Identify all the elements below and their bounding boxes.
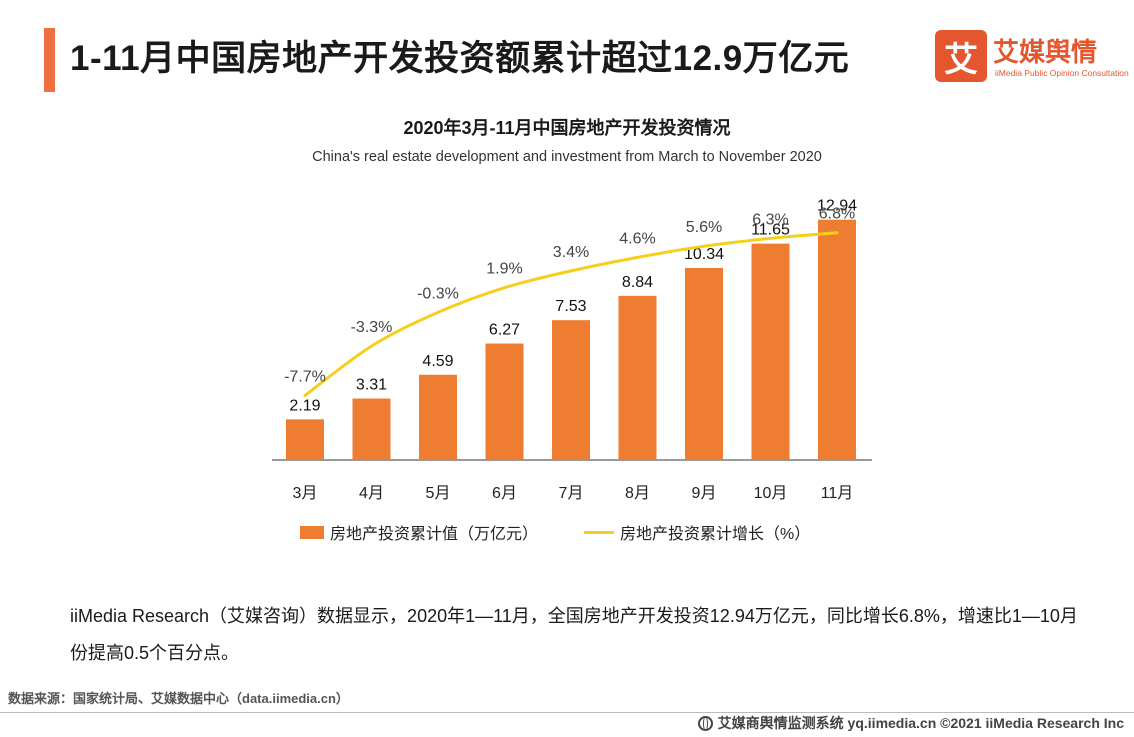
growth-point-4: [503, 286, 506, 290]
x-tick-label: 9月: [692, 485, 717, 502]
description-text: iiMedia Research（艾媒咨询）数据显示，2020年1—11月，全国…: [70, 606, 1078, 663]
bar-4: [485, 343, 524, 460]
bar-value-label: 12.94: [817, 198, 857, 215]
bar-value-label: 2.19: [289, 397, 320, 414]
logo-mark-icon: 艾: [935, 30, 987, 82]
x-tick-label: 8月: [625, 485, 650, 502]
legend-bar-swatch: [300, 525, 324, 539]
growth-point-2: [370, 344, 373, 348]
growth-point-3: [436, 310, 440, 314]
legend-line-swatch: [584, 530, 615, 534]
growth-value-label: -0.3%: [417, 285, 459, 302]
bar-2: [352, 398, 391, 460]
growth-point-7: [702, 244, 706, 248]
legend-item-bar: 房地产投资累计值（万亿元）: [300, 520, 538, 544]
legend-item-line: 房地产投资累计增长（%）: [584, 520, 810, 544]
legend-bar-label: 房地产投资累计值（万亿元）: [330, 526, 539, 543]
bar-6: [618, 295, 657, 460]
footer: 艾媒商舆情监测系统 yq.iimedia.cn ©2021 iiMedia Re…: [697, 713, 1124, 733]
page-title: 1-11月中国房地产开发投资额累计超过12.9万亿元: [70, 39, 850, 78]
x-tick-label: 3月: [293, 485, 318, 502]
bar-5: [552, 320, 590, 460]
growth-point-5: [569, 269, 573, 273]
logo-subtitle: iiMedia Public Opinion Consultation: [995, 68, 1129, 78]
footer-divider: [0, 712, 1134, 713]
growth-value-label: 6.8%: [819, 206, 855, 223]
investment-chart: 2.19 3月 3.31 4月 4.59 5月 6.27 6月 7.53 7月 8.84 8月 10.3…: [272, 198, 872, 502]
bar-1: [286, 419, 324, 460]
iimedia-logo: 艾 艾媒舆情 iiMedia Public Opinion Consultati…: [935, 28, 1129, 88]
growth-point-1: [303, 393, 307, 397]
growth-point-8: [769, 236, 772, 240]
growth-point-9: [835, 231, 839, 235]
bar-9: [818, 219, 856, 460]
bar-8: [751, 243, 790, 460]
growth-value-label: 3.4%: [553, 244, 589, 261]
bar-value-label: 7.53: [555, 298, 586, 315]
title-accent-bar: [44, 28, 55, 92]
bar-7: [685, 267, 723, 460]
x-tick-label: 11月: [821, 485, 854, 502]
chart-subtitle: China's real estate development and inve…: [312, 149, 822, 165]
chart-title: 2020年3月-11月中国房地产开发投资情况: [403, 118, 731, 138]
bar-value-label: 6.27: [489, 322, 520, 339]
logo-name: 艾媒舆情: [993, 37, 1098, 67]
footer-text: 艾媒商舆情监测系统 yq.iimedia.cn ©2021 iiMedia Re…: [717, 715, 1124, 731]
bar-value-label: 8.84: [622, 274, 653, 291]
x-tick-label: 6月: [492, 485, 517, 502]
bar-value-label: 4.59: [422, 353, 453, 370]
growth-value-label: -3.3%: [351, 319, 393, 336]
growth-point-6: [636, 255, 639, 259]
growth-value-label: 1.9%: [486, 261, 522, 278]
chart-legend: 房地产投资累计值（万亿元） 房地产投资累计增长（%）: [300, 520, 856, 544]
bar-3: [419, 374, 457, 460]
bar-value-label: 11.65: [751, 222, 790, 239]
data-source: 数据来源：国家统计局、艾媒数据中心（data.iimedia.cn）: [8, 691, 349, 706]
x-tick-label: 4月: [359, 485, 384, 502]
growth-value-label: 4.6%: [619, 230, 655, 247]
x-tick-label: 10月: [754, 485, 788, 502]
bar-value-label: 3.31: [356, 377, 387, 394]
x-tick-label: 5月: [426, 485, 451, 502]
globe-icon: [697, 715, 713, 731]
legend-line-label: 房地产投资累计增长（%）: [620, 526, 811, 543]
growth-value-label: 6.3%: [752, 211, 788, 228]
x-tick-label: 7月: [559, 485, 584, 502]
bar-value-label: 10.34: [684, 246, 724, 263]
growth-value-label: 5.6%: [686, 219, 722, 236]
growth-value-label: -7.7%: [284, 368, 326, 385]
